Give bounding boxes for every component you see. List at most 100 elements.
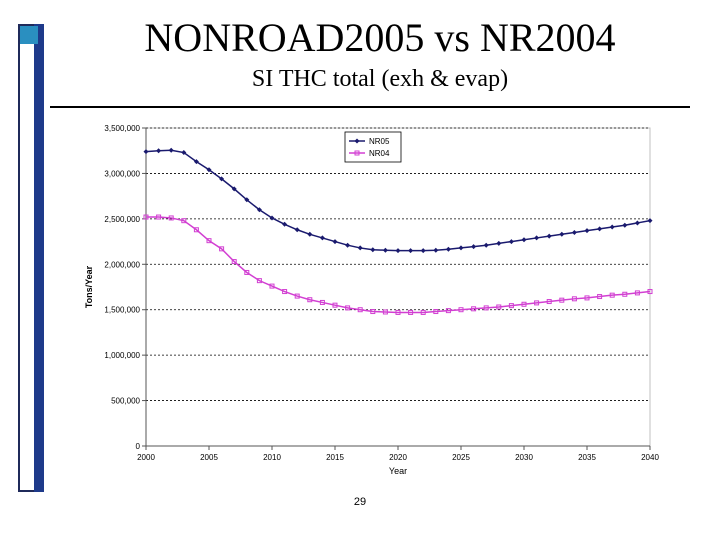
data-point [622, 291, 628, 297]
data-point [420, 309, 426, 315]
data-point [370, 247, 376, 253]
legend-label-nr05: NR05 [369, 137, 390, 146]
data-point [483, 305, 489, 311]
data-point [508, 239, 514, 245]
data-point [496, 240, 502, 246]
x-tick-label: 2010 [263, 453, 281, 462]
x-tick-label: 2000 [137, 453, 155, 462]
grid-layer [145, 127, 651, 447]
data-point [282, 221, 288, 227]
data-point [534, 235, 540, 241]
slide-title: NONROAD2005 vs NR2004 [144, 15, 616, 60]
data-point [559, 297, 565, 303]
data-point [256, 207, 262, 213]
data-point [521, 237, 527, 243]
data-point [534, 300, 540, 306]
legend-marker [354, 150, 360, 156]
data-point [370, 309, 376, 315]
data-point [345, 305, 351, 311]
axis-layer: 0 500,000 1,000,000 1,500,000 2,000,000 2,500… [84, 124, 659, 476]
data-point [231, 186, 237, 192]
x-tick-label: 2025 [452, 453, 470, 462]
slide-subtitle: SI THC total (exh & evap) [251, 66, 509, 92]
data-point [282, 289, 288, 295]
data-point [332, 239, 338, 245]
y-axis-title: Tons/Year [84, 265, 94, 308]
data-point [420, 248, 426, 254]
data-point [546, 299, 552, 305]
series-nr05 [143, 147, 653, 254]
data-point [345, 242, 351, 248]
data-point [634, 290, 640, 296]
data-point [357, 245, 363, 251]
data-point [244, 197, 250, 203]
data-point [156, 148, 162, 154]
accent-square [20, 26, 38, 44]
series-line-nr04 [146, 216, 651, 314]
data-point [219, 246, 225, 252]
x-tick-label: 2035 [578, 453, 596, 462]
y-tick-label: 3,000,000 [104, 169, 140, 178]
data-point [445, 246, 451, 252]
data-point [319, 235, 325, 241]
series-nr04 [143, 214, 653, 315]
data-point [181, 150, 187, 156]
data-point [609, 224, 615, 230]
data-point [143, 214, 149, 220]
y-tick-label: 500,000 [111, 397, 140, 406]
y-tick-label: 2,500,000 [104, 215, 140, 224]
data-point [508, 303, 514, 309]
data-point [382, 309, 388, 315]
data-point [307, 231, 313, 237]
x-tick-label: 2040 [641, 453, 659, 462]
line-chart: 0 500,000 1,000,000 1,500,000 2,000,000 2,500… [84, 124, 659, 476]
data-point [256, 278, 262, 284]
data-point [206, 167, 212, 173]
data-point [408, 248, 414, 254]
plot-frame [145, 127, 651, 447]
y-tick-label: 2,000,000 [104, 260, 140, 269]
data-point [584, 295, 590, 301]
data-point [571, 296, 577, 302]
data-point [395, 309, 401, 315]
data-point [647, 289, 653, 295]
x-tick-label: 2015 [326, 453, 344, 462]
data-point [168, 215, 174, 221]
data-point [269, 215, 275, 221]
legend-box [344, 131, 402, 163]
data-point [294, 227, 300, 233]
data-point [458, 245, 464, 251]
data-point [433, 309, 439, 315]
data-point [143, 149, 149, 155]
data-point [319, 299, 325, 305]
data-point [294, 293, 300, 299]
y-tick-label: 1,500,000 [104, 306, 140, 315]
data-point [496, 304, 502, 310]
data-point [584, 228, 590, 234]
title-divider [50, 106, 690, 108]
data-point [647, 218, 653, 224]
data-point [622, 222, 628, 228]
data-point [307, 297, 313, 303]
data-point [483, 242, 489, 248]
data-point [408, 309, 414, 315]
data-point [156, 214, 162, 220]
x-tick-label: 2030 [515, 453, 533, 462]
x-tick-label: 2020 [389, 453, 407, 462]
data-point [193, 227, 199, 233]
data-point [521, 301, 527, 307]
legend-marker [354, 138, 360, 144]
data-point [357, 307, 363, 313]
data-point [193, 159, 199, 165]
legend-label-nr04: NR04 [369, 149, 390, 158]
data-point [395, 248, 401, 254]
x-tick-label: 2005 [200, 453, 218, 462]
data-point [206, 238, 212, 244]
data-point [382, 247, 388, 253]
y-tick-label: 3,500,000 [104, 124, 140, 133]
data-point [597, 226, 603, 232]
data-point [244, 269, 250, 275]
data-point [332, 302, 338, 308]
data-point [634, 220, 640, 226]
data-point [458, 307, 464, 313]
